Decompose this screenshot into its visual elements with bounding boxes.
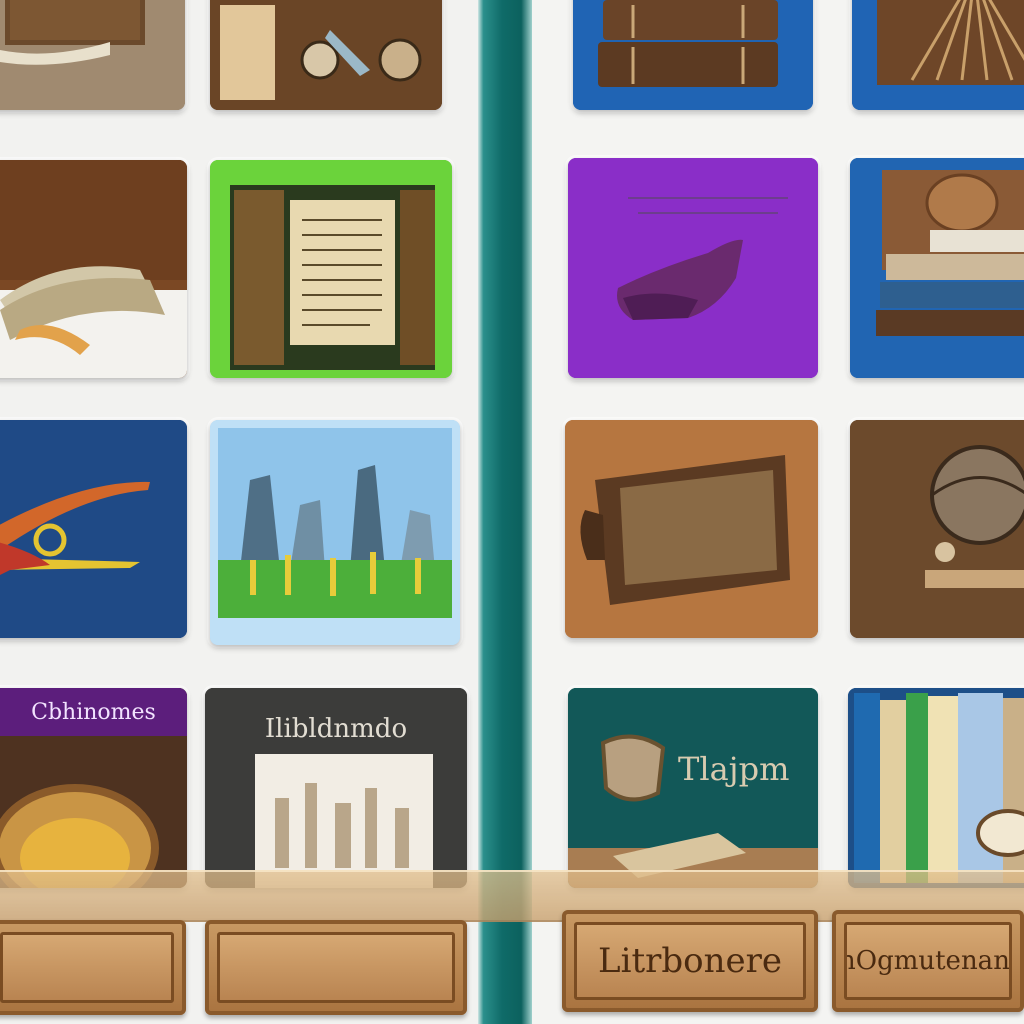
tile-carved-wood[interactable] (852, 0, 1024, 110)
city-landscape-icon (210, 420, 460, 645)
plaque-right-a[interactable]: Litrbonere (562, 910, 818, 1012)
stacked-books-icon (573, 0, 813, 110)
plaque-label: Litrbonere (574, 922, 806, 1000)
bookstack-icon (850, 158, 1024, 378)
tile-caption: Cbhinomes (31, 700, 156, 725)
medallion-icon (0, 688, 187, 888)
plaque-right-b[interactable]: lhOgmutenane (832, 910, 1024, 1012)
tile-stacked-books[interactable] (573, 0, 813, 110)
tile-blue-bookstack[interactable] (850, 158, 1024, 378)
tile-bookshelf[interactable] (848, 688, 1024, 888)
shoe-icon (568, 158, 818, 378)
tile-leather-case[interactable] (565, 420, 818, 638)
teal-books-icon (568, 688, 818, 888)
tile-teal-books[interactable]: Tlajpm (568, 688, 818, 888)
emblem-icon (0, 420, 187, 638)
plaque-label (0, 932, 174, 1003)
open-book-icon (0, 160, 187, 378)
plaque-label (217, 932, 455, 1003)
plaque-left-b[interactable] (205, 920, 467, 1015)
tile-globe-stand[interactable] (850, 420, 1024, 638)
tile-brown-book[interactable] (0, 160, 187, 378)
carved-wood-icon (852, 0, 1024, 110)
tile-caption: Ilibldnmdo (264, 714, 408, 744)
tile-blue-emblem[interactable] (0, 420, 187, 638)
tile-city-landscape[interactable] (210, 420, 460, 645)
bookshelf-icon (848, 688, 1024, 888)
open-book-icon (0, 0, 185, 110)
plaque-label: lhOgmutenane (844, 922, 1012, 1000)
leather-case-icon (565, 420, 818, 638)
manuscript-icon (210, 160, 452, 378)
tile-purple-collection[interactable]: Cbhinomes (0, 688, 187, 888)
tile-gray-gallery[interactable]: Ilibldnmdo (205, 688, 467, 888)
tile-purple-shoe[interactable] (568, 158, 818, 378)
panel-divider[interactable] (478, 0, 532, 1024)
gallery-scene-icon (205, 688, 467, 888)
tile-caption: Tlajpm (678, 750, 790, 788)
tile-green-manuscript[interactable] (210, 160, 452, 378)
tile-vintage-tools[interactable] (210, 0, 442, 110)
globe-icon (850, 420, 1024, 638)
tile-open-book[interactable] (0, 0, 185, 110)
plaque-left-a[interactable] (0, 920, 186, 1015)
vintage-tools-icon (210, 0, 442, 110)
